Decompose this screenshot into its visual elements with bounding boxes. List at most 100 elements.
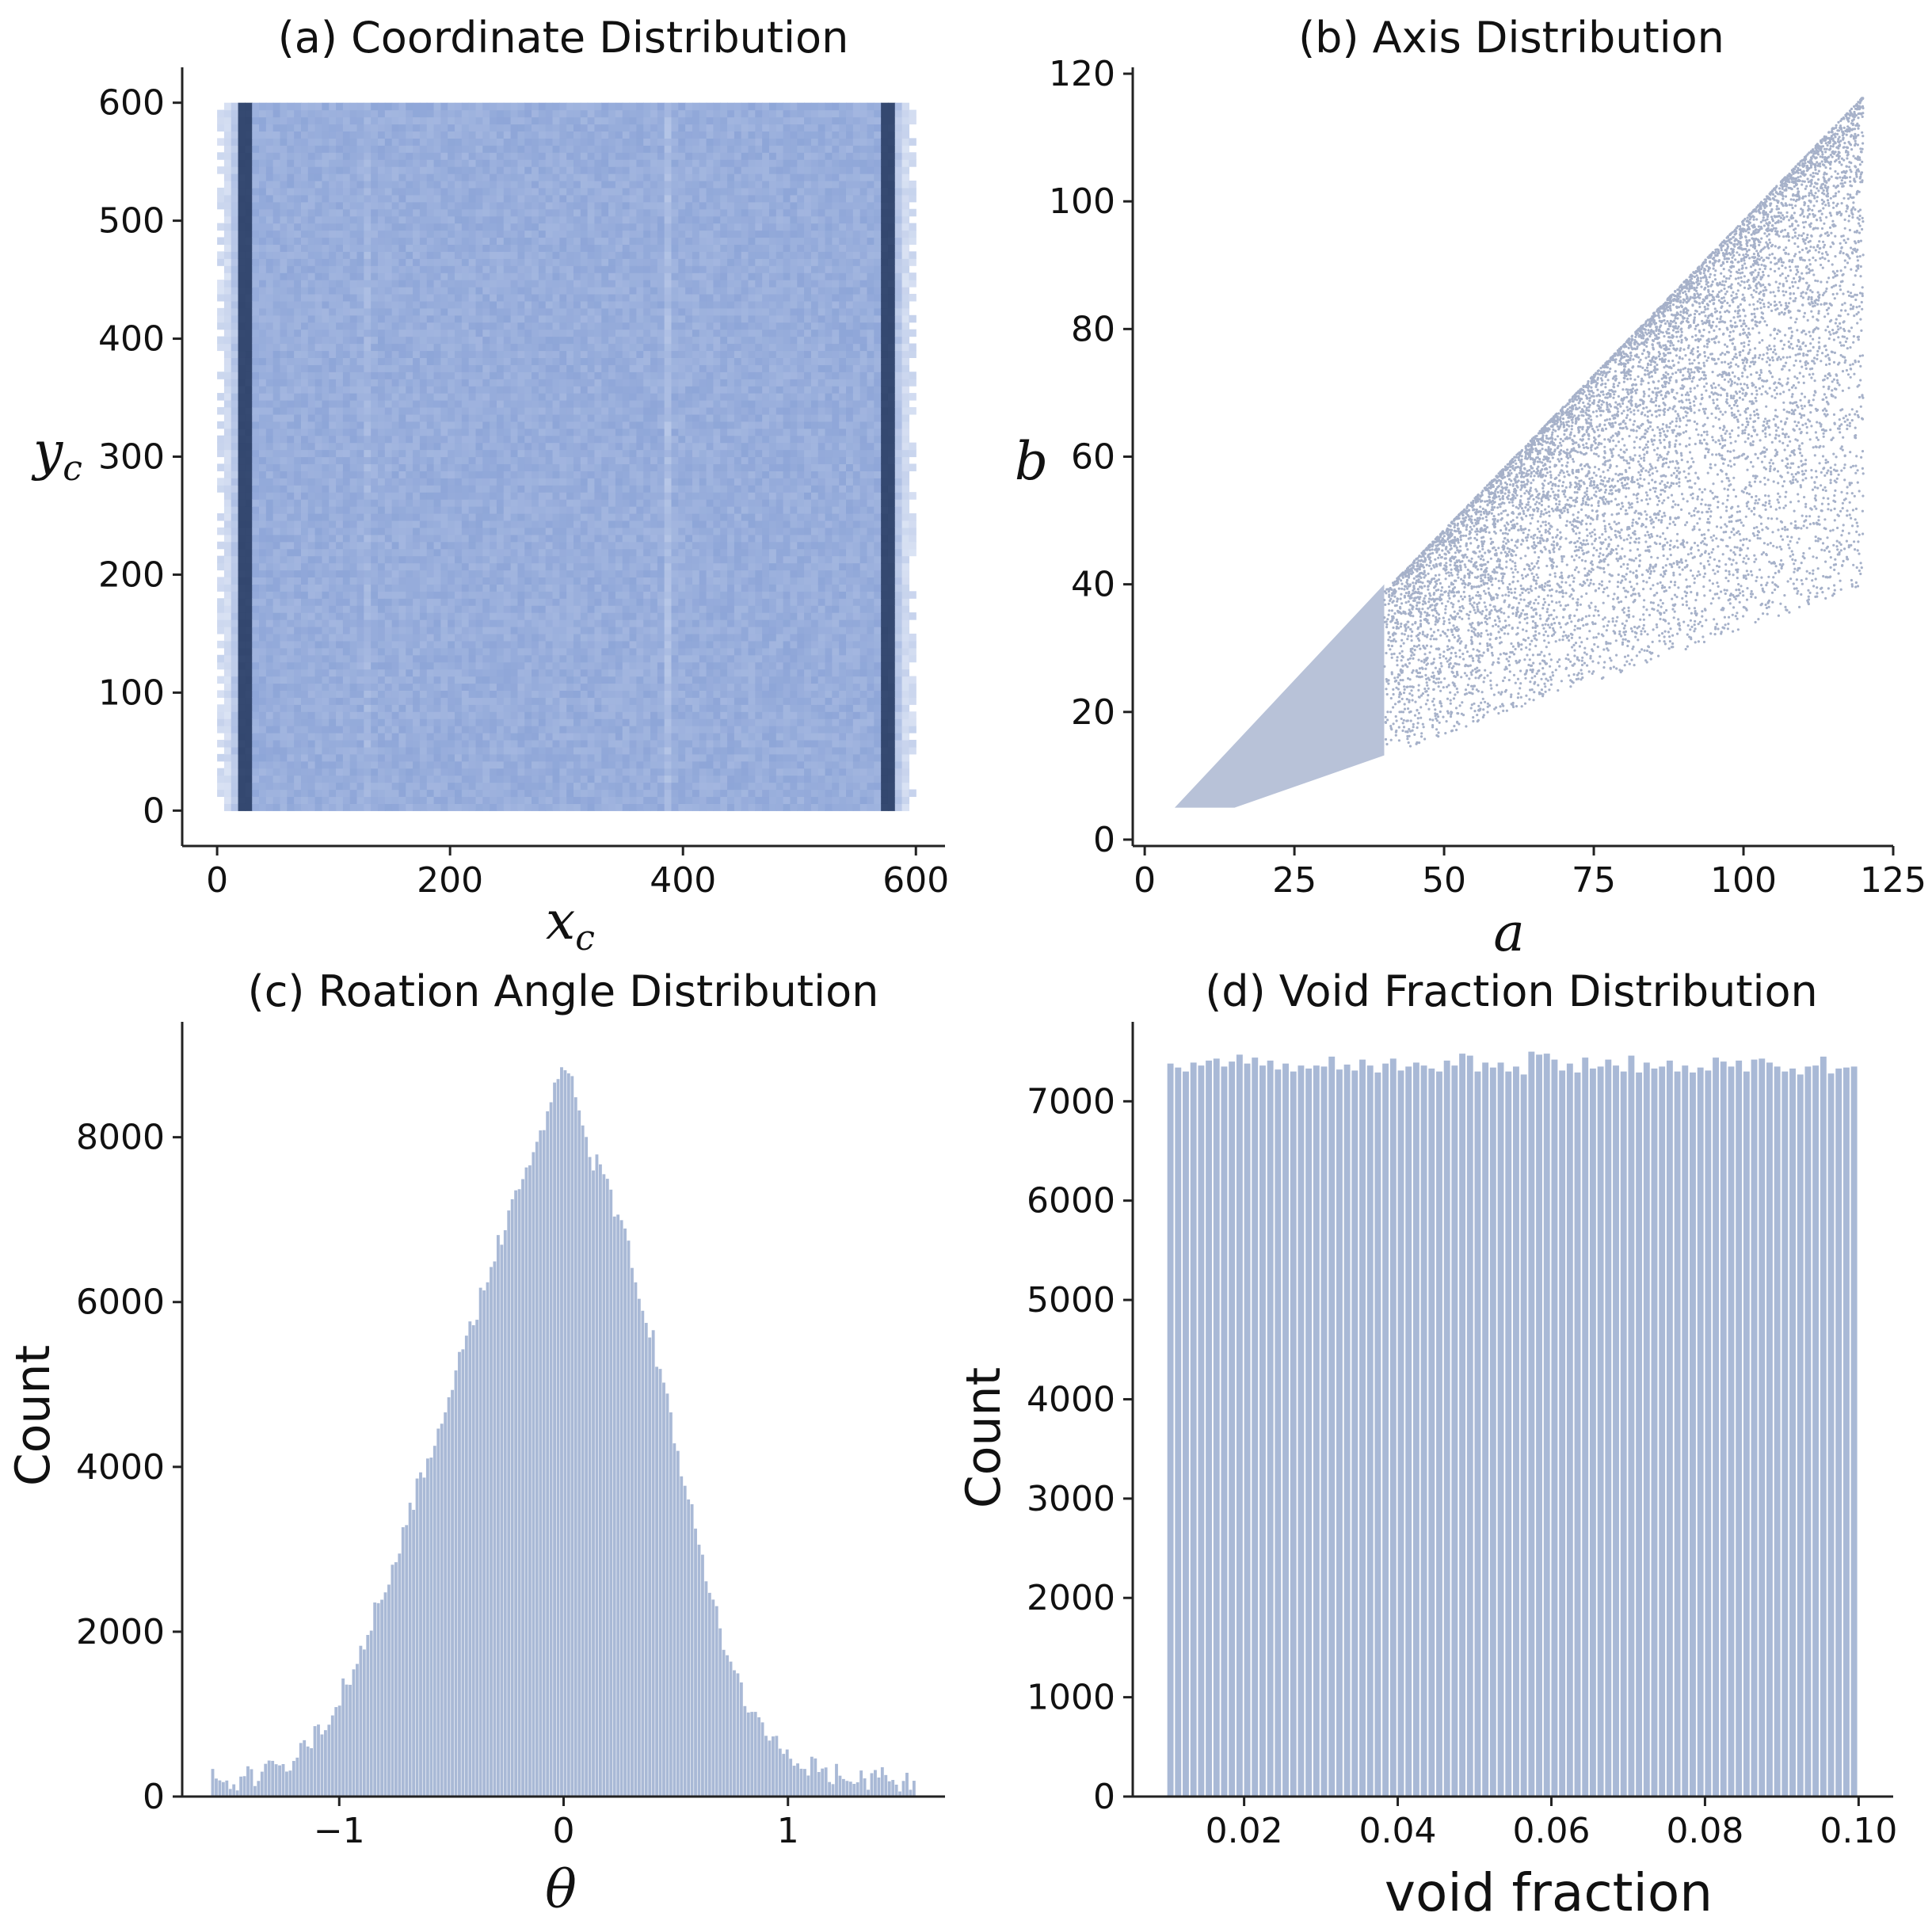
- heatmap-cell: [524, 406, 532, 415]
- heatmap-cell: [406, 116, 413, 125]
- heatmap-cell: [566, 746, 574, 755]
- heatmap-cell: [524, 428, 532, 436]
- heatmap-cell: [496, 577, 505, 585]
- heatmap-cell: [413, 577, 421, 585]
- heatmap-cell: [448, 768, 455, 776]
- heatmap-cell: [238, 669, 246, 677]
- heatmap-cell: [545, 187, 554, 196]
- heatmap-cell: [349, 166, 358, 174]
- heatmap-cell: [377, 166, 386, 174]
- heatmap-cell: [223, 661, 232, 670]
- heatmap-cell: [552, 605, 560, 613]
- heatmap-cell: [510, 173, 519, 181]
- heatmap-cell: [475, 584, 483, 592]
- heatmap-cell: [406, 293, 413, 302]
- heatmap-cell: [426, 485, 435, 493]
- heatmap-cell: [217, 605, 225, 613]
- heatmap-cell: [517, 173, 525, 181]
- heatmap-cell: [307, 626, 316, 634]
- heatmap-cell: [384, 145, 393, 153]
- heatmap-cell: [384, 661, 393, 670]
- heatmap-cell: [245, 386, 253, 394]
- heatmap-cell: [503, 449, 512, 458]
- heatmap-cell: [384, 364, 393, 372]
- heatmap-cell: [287, 499, 295, 507]
- heatmap-cell: [510, 506, 519, 514]
- heatmap-cell: [448, 215, 455, 224]
- heatmap-cell: [322, 208, 330, 217]
- heatmap-cell: [440, 187, 448, 196]
- heatmap-cell: [329, 350, 337, 358]
- heatmap-cell: [503, 633, 512, 642]
- heatmap-cell: [419, 605, 428, 613]
- heatmap-cell: [349, 223, 358, 231]
- heatmap-cell: [503, 739, 512, 748]
- heatmap-cell: [371, 208, 379, 217]
- heatmap-cell: [287, 768, 295, 776]
- heatmap-cell: [517, 669, 525, 677]
- heatmap-cell: [272, 215, 281, 224]
- heatmap-cell: [419, 768, 428, 776]
- heatmap-cell: [287, 307, 295, 316]
- heatmap-cell: [231, 145, 239, 153]
- heatmap-cell: [287, 619, 295, 627]
- heatmap-cell: [455, 605, 463, 613]
- heatmap-cell: [329, 697, 337, 705]
- heatmap-cell: [377, 208, 386, 217]
- heatmap-cell: [252, 647, 260, 656]
- heatmap-cell: [490, 201, 497, 210]
- heatmap-cell: [413, 406, 421, 415]
- heatmap-cell: [532, 534, 539, 543]
- heatmap-cell: [265, 300, 274, 309]
- heatmap-cell: [532, 124, 539, 132]
- heatmap-cell: [419, 541, 428, 550]
- heatmap-cell: [496, 456, 505, 465]
- heatmap-cell: [342, 746, 351, 755]
- heatmap-cell: [329, 499, 337, 507]
- heatmap-cell: [280, 548, 288, 557]
- heatmap-cell: [419, 527, 428, 535]
- heatmap-cell: [294, 272, 302, 280]
- heatmap-cell: [377, 492, 386, 500]
- heatmap-cell: [461, 478, 470, 486]
- heatmap-cell: [294, 499, 302, 507]
- heatmap-cell: [342, 541, 351, 550]
- heatmap-cell: [280, 753, 288, 762]
- heatmap-cell: [448, 513, 455, 521]
- heatmap-cell: [272, 598, 281, 606]
- heatmap-cell: [468, 350, 477, 358]
- heatmap-cell: [280, 654, 288, 663]
- heatmap-cell: [322, 293, 330, 302]
- heatmap-cell: [217, 726, 225, 734]
- heatmap-cell: [552, 782, 560, 791]
- heatmap-cell: [300, 633, 309, 642]
- heatmap-cell: [524, 435, 532, 444]
- heatmap-cell: [322, 463, 330, 471]
- heatmap-cell: [377, 215, 386, 224]
- heatmap-cell: [552, 379, 560, 387]
- heatmap-cell: [238, 619, 246, 627]
- heatmap-cell: [217, 789, 225, 798]
- heatmap-cell: [377, 704, 386, 712]
- heatmap-cell: [524, 654, 532, 663]
- heatmap-cell: [294, 478, 302, 486]
- heatmap-cell: [238, 400, 246, 408]
- heatmap-cell: [532, 223, 539, 231]
- heatmap-cell: [287, 329, 295, 337]
- heatmap-cell: [377, 739, 386, 748]
- heatmap-cell: [287, 145, 295, 153]
- heatmap-cell: [342, 428, 351, 436]
- heatmap-cell: [455, 520, 463, 528]
- heatmap-cell: [461, 442, 470, 451]
- heatmap-cell: [475, 796, 483, 804]
- heatmap-cell: [413, 591, 421, 599]
- heatmap-cell: [503, 180, 512, 189]
- heatmap-cell: [231, 413, 239, 422]
- heatmap-cell: [259, 541, 267, 550]
- heatmap-cell: [349, 775, 358, 783]
- heatmap-cell: [349, 683, 358, 691]
- heatmap-cell: [329, 726, 337, 734]
- heatmap-cell: [524, 463, 532, 471]
- heatmap-cell: [314, 287, 323, 295]
- heatmap-cell: [371, 760, 379, 769]
